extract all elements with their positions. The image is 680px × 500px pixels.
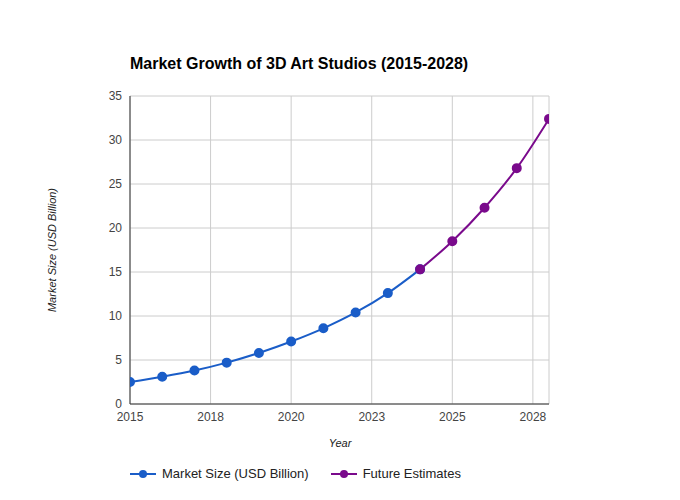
svg-text:0: 0 xyxy=(115,397,122,411)
svg-text:2023: 2023 xyxy=(358,410,385,424)
svg-text:20: 20 xyxy=(109,221,123,235)
html-text:Future Estimates: Future Estimates xyxy=(362,466,461,481)
svg-text:5: 5 xyxy=(115,353,122,367)
svg-text:2020: 2020 xyxy=(278,410,305,424)
svg-text:15: 15 xyxy=(109,265,123,279)
svg-text:2025: 2025 xyxy=(439,410,466,424)
svg-text:25: 25 xyxy=(109,177,123,191)
svg-text:30: 30 xyxy=(109,133,123,147)
svg-text:2028: 2028 xyxy=(520,410,547,424)
svg-text:2015: 2015 xyxy=(117,410,144,424)
html-text:Market Size (USD Billion): Market Size (USD Billion) xyxy=(46,188,58,312)
svg-text:2018: 2018 xyxy=(197,410,224,424)
svg-text:35: 35 xyxy=(109,89,123,103)
html-text:Year: Year xyxy=(328,437,352,449)
html-text:Market Size (USD Billion): Market Size (USD Billion) xyxy=(162,466,309,481)
svg-text:10: 10 xyxy=(109,309,123,323)
html-text:Market Growth of 3D Art Studio: Market Growth of 3D Art Studios (2015-20… xyxy=(130,55,469,72)
